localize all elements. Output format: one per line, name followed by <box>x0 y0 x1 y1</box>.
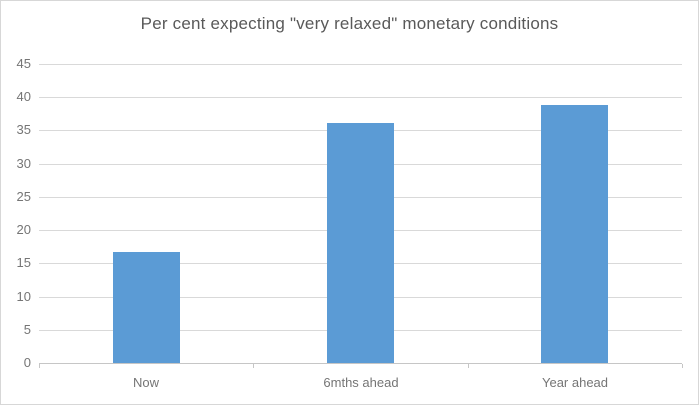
bar-year-ahead <box>541 105 608 363</box>
bar-6mths-ahead <box>327 123 394 363</box>
y-axis-tick-label: 15 <box>16 255 31 270</box>
x-axis-category-label: 6mths ahead <box>323 375 399 390</box>
gridline-40 <box>39 97 682 98</box>
bar-now <box>113 252 180 363</box>
axis-tick-mark <box>468 364 469 368</box>
x-axis-category-label: Now <box>132 375 159 390</box>
x-axis-line <box>39 363 682 364</box>
y-axis-tick-label: 30 <box>16 156 31 171</box>
y-axis-tick-label: 20 <box>16 222 31 237</box>
y-axis-tick-label: 0 <box>23 355 31 370</box>
y-axis-tick-label: 35 <box>16 122 31 137</box>
gridline-45 <box>39 64 682 65</box>
y-axis-tick-label: 40 <box>16 89 31 104</box>
x-axis-category-label: Year ahead <box>541 375 609 390</box>
y-axis-tick-label: 25 <box>16 189 31 204</box>
axis-tick-mark <box>39 364 40 368</box>
y-axis-tick-label: 5 <box>23 322 31 337</box>
y-axis-tick-label: 10 <box>16 289 31 304</box>
y-axis-tick-label: 45 <box>16 56 31 71</box>
axis-tick-mark <box>682 364 683 368</box>
axis-tick-mark <box>253 364 254 368</box>
chart-title: Per cent expecting "very relaxed" moneta… <box>140 14 559 33</box>
